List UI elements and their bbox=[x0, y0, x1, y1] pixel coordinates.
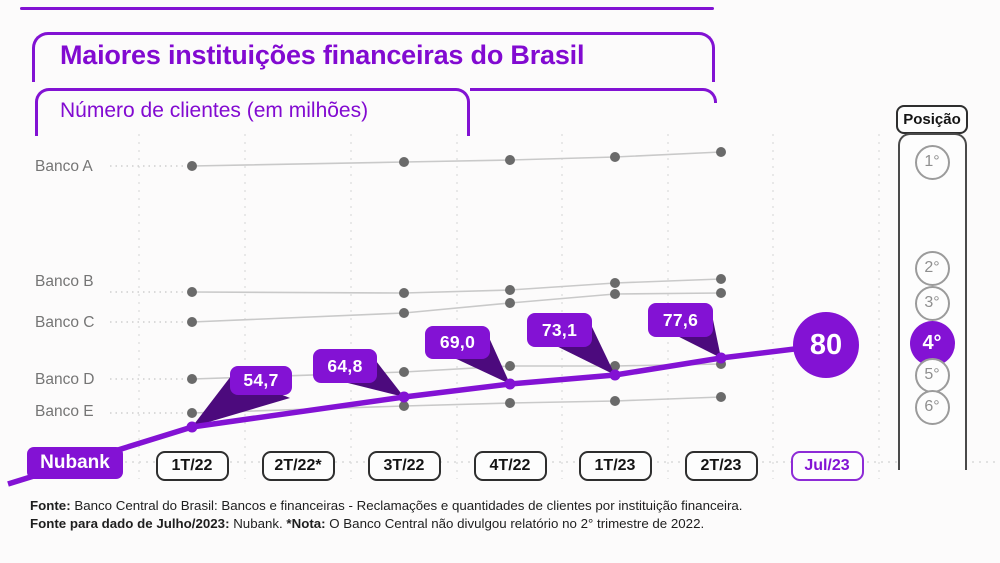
callout-wedge bbox=[452, 337, 510, 384]
series-dot bbox=[505, 298, 515, 308]
series-dot bbox=[610, 289, 620, 299]
source-text-segment: *Nota: bbox=[286, 516, 326, 531]
series-dot bbox=[505, 155, 515, 165]
x-axis-label-1T23: 1T/23 bbox=[578, 451, 652, 481]
nubank-dot bbox=[609, 369, 621, 381]
source-note: Fonte: Banco Central do Brasil: Bancos e… bbox=[30, 497, 970, 533]
nubank-dot bbox=[504, 378, 516, 390]
decorative-top-line bbox=[20, 7, 714, 10]
series-dot bbox=[505, 361, 515, 371]
position-badge-6: 6° bbox=[914, 389, 950, 425]
series-dot bbox=[716, 147, 726, 157]
page-title: Maiores instituições financeiras do Bras… bbox=[60, 40, 585, 70]
series-dot bbox=[610, 152, 620, 162]
position-badge-5: 5° bbox=[914, 357, 950, 393]
series-dot bbox=[505, 398, 515, 408]
source-line-1: Fonte: Banco Central do Brasil: Bancos e… bbox=[30, 497, 970, 515]
nubank-value-callout: 64,8 bbox=[313, 349, 377, 383]
source-text-segment: Fonte: bbox=[30, 498, 71, 513]
series-line-banco-c bbox=[191, 292, 722, 323]
nubank-value-callout: 69,0 bbox=[425, 326, 490, 359]
series-label-banco-a: Banco A bbox=[35, 158, 93, 175]
series-dot bbox=[187, 317, 197, 327]
nubank-series-tag-label: Nubank bbox=[40, 452, 110, 473]
position-column-title: Posição bbox=[903, 111, 961, 128]
series-dot bbox=[187, 374, 197, 384]
series-dot bbox=[399, 308, 409, 318]
series-dot bbox=[399, 157, 409, 167]
series-label-banco-b: Banco B bbox=[35, 273, 94, 290]
series-dot bbox=[187, 161, 197, 171]
position-badge-1: 1° bbox=[914, 144, 950, 180]
series-label-banco-d: Banco D bbox=[35, 371, 95, 388]
series-dot bbox=[610, 361, 620, 371]
nubank-jul23-value: 80 bbox=[809, 328, 843, 361]
x-axis-label-1T22: 1T/22 bbox=[155, 451, 229, 481]
x-axis-label-Jul23: Jul/23 bbox=[790, 451, 864, 481]
source-text-segment: Banco Central do Brasil: Bancos e financ… bbox=[70, 498, 743, 513]
subtitle-frame bbox=[35, 88, 470, 136]
series-dot bbox=[610, 396, 620, 406]
series-dot bbox=[716, 274, 726, 284]
title-frame-extension bbox=[470, 88, 717, 103]
series-dot bbox=[505, 285, 515, 295]
nubank-dot bbox=[398, 391, 410, 403]
series-label-banco-e: Banco E bbox=[35, 403, 94, 420]
series-dot bbox=[187, 287, 197, 297]
series-dot bbox=[610, 278, 620, 288]
callout-wedge bbox=[192, 374, 290, 427]
x-axis-label-3T22: 3T/22 bbox=[367, 451, 441, 481]
position-column-header: Posição bbox=[896, 105, 968, 134]
source-line-2: Fonte para dado de Julho/2023: Nubank. *… bbox=[30, 515, 970, 533]
source-text-segment: Nubank. bbox=[229, 516, 287, 531]
x-axis-label-2T23: 2T/23 bbox=[684, 451, 758, 481]
page-subtitle: Número de clientes (em milhões) bbox=[60, 99, 369, 122]
series-dot bbox=[716, 288, 726, 298]
x-axis-label-2T22: 2T/22* bbox=[261, 451, 335, 481]
x-axis-label-4T22: 4T/22 bbox=[473, 451, 547, 481]
series-dot bbox=[716, 392, 726, 402]
series-dot bbox=[399, 288, 409, 298]
position-badge-3: 3° bbox=[914, 285, 950, 321]
series-dot bbox=[399, 367, 409, 377]
series-label-banco-c: Banco C bbox=[35, 314, 95, 331]
nubank-value-callout: 54,7 bbox=[230, 366, 292, 395]
nubank-value-callout: 73,1 bbox=[527, 313, 592, 347]
nubank-dot bbox=[186, 421, 198, 433]
series-dot bbox=[187, 408, 197, 418]
source-text-segment: O Banco Central não divulgou relatório n… bbox=[325, 516, 705, 531]
position-badge-4: 4° bbox=[909, 320, 955, 366]
nubank-value-callout: 77,6 bbox=[648, 303, 713, 337]
nubank-jul23-value-badge: 80 bbox=[793, 312, 859, 378]
nubank-series-tag: Nubank bbox=[27, 447, 123, 479]
series-dot bbox=[399, 401, 409, 411]
position-badge-2: 2° bbox=[914, 250, 950, 286]
title-frame bbox=[32, 32, 715, 82]
source-text-segment: Fonte para dado de Julho/2023: bbox=[30, 516, 230, 531]
nubank-dot bbox=[715, 352, 727, 364]
